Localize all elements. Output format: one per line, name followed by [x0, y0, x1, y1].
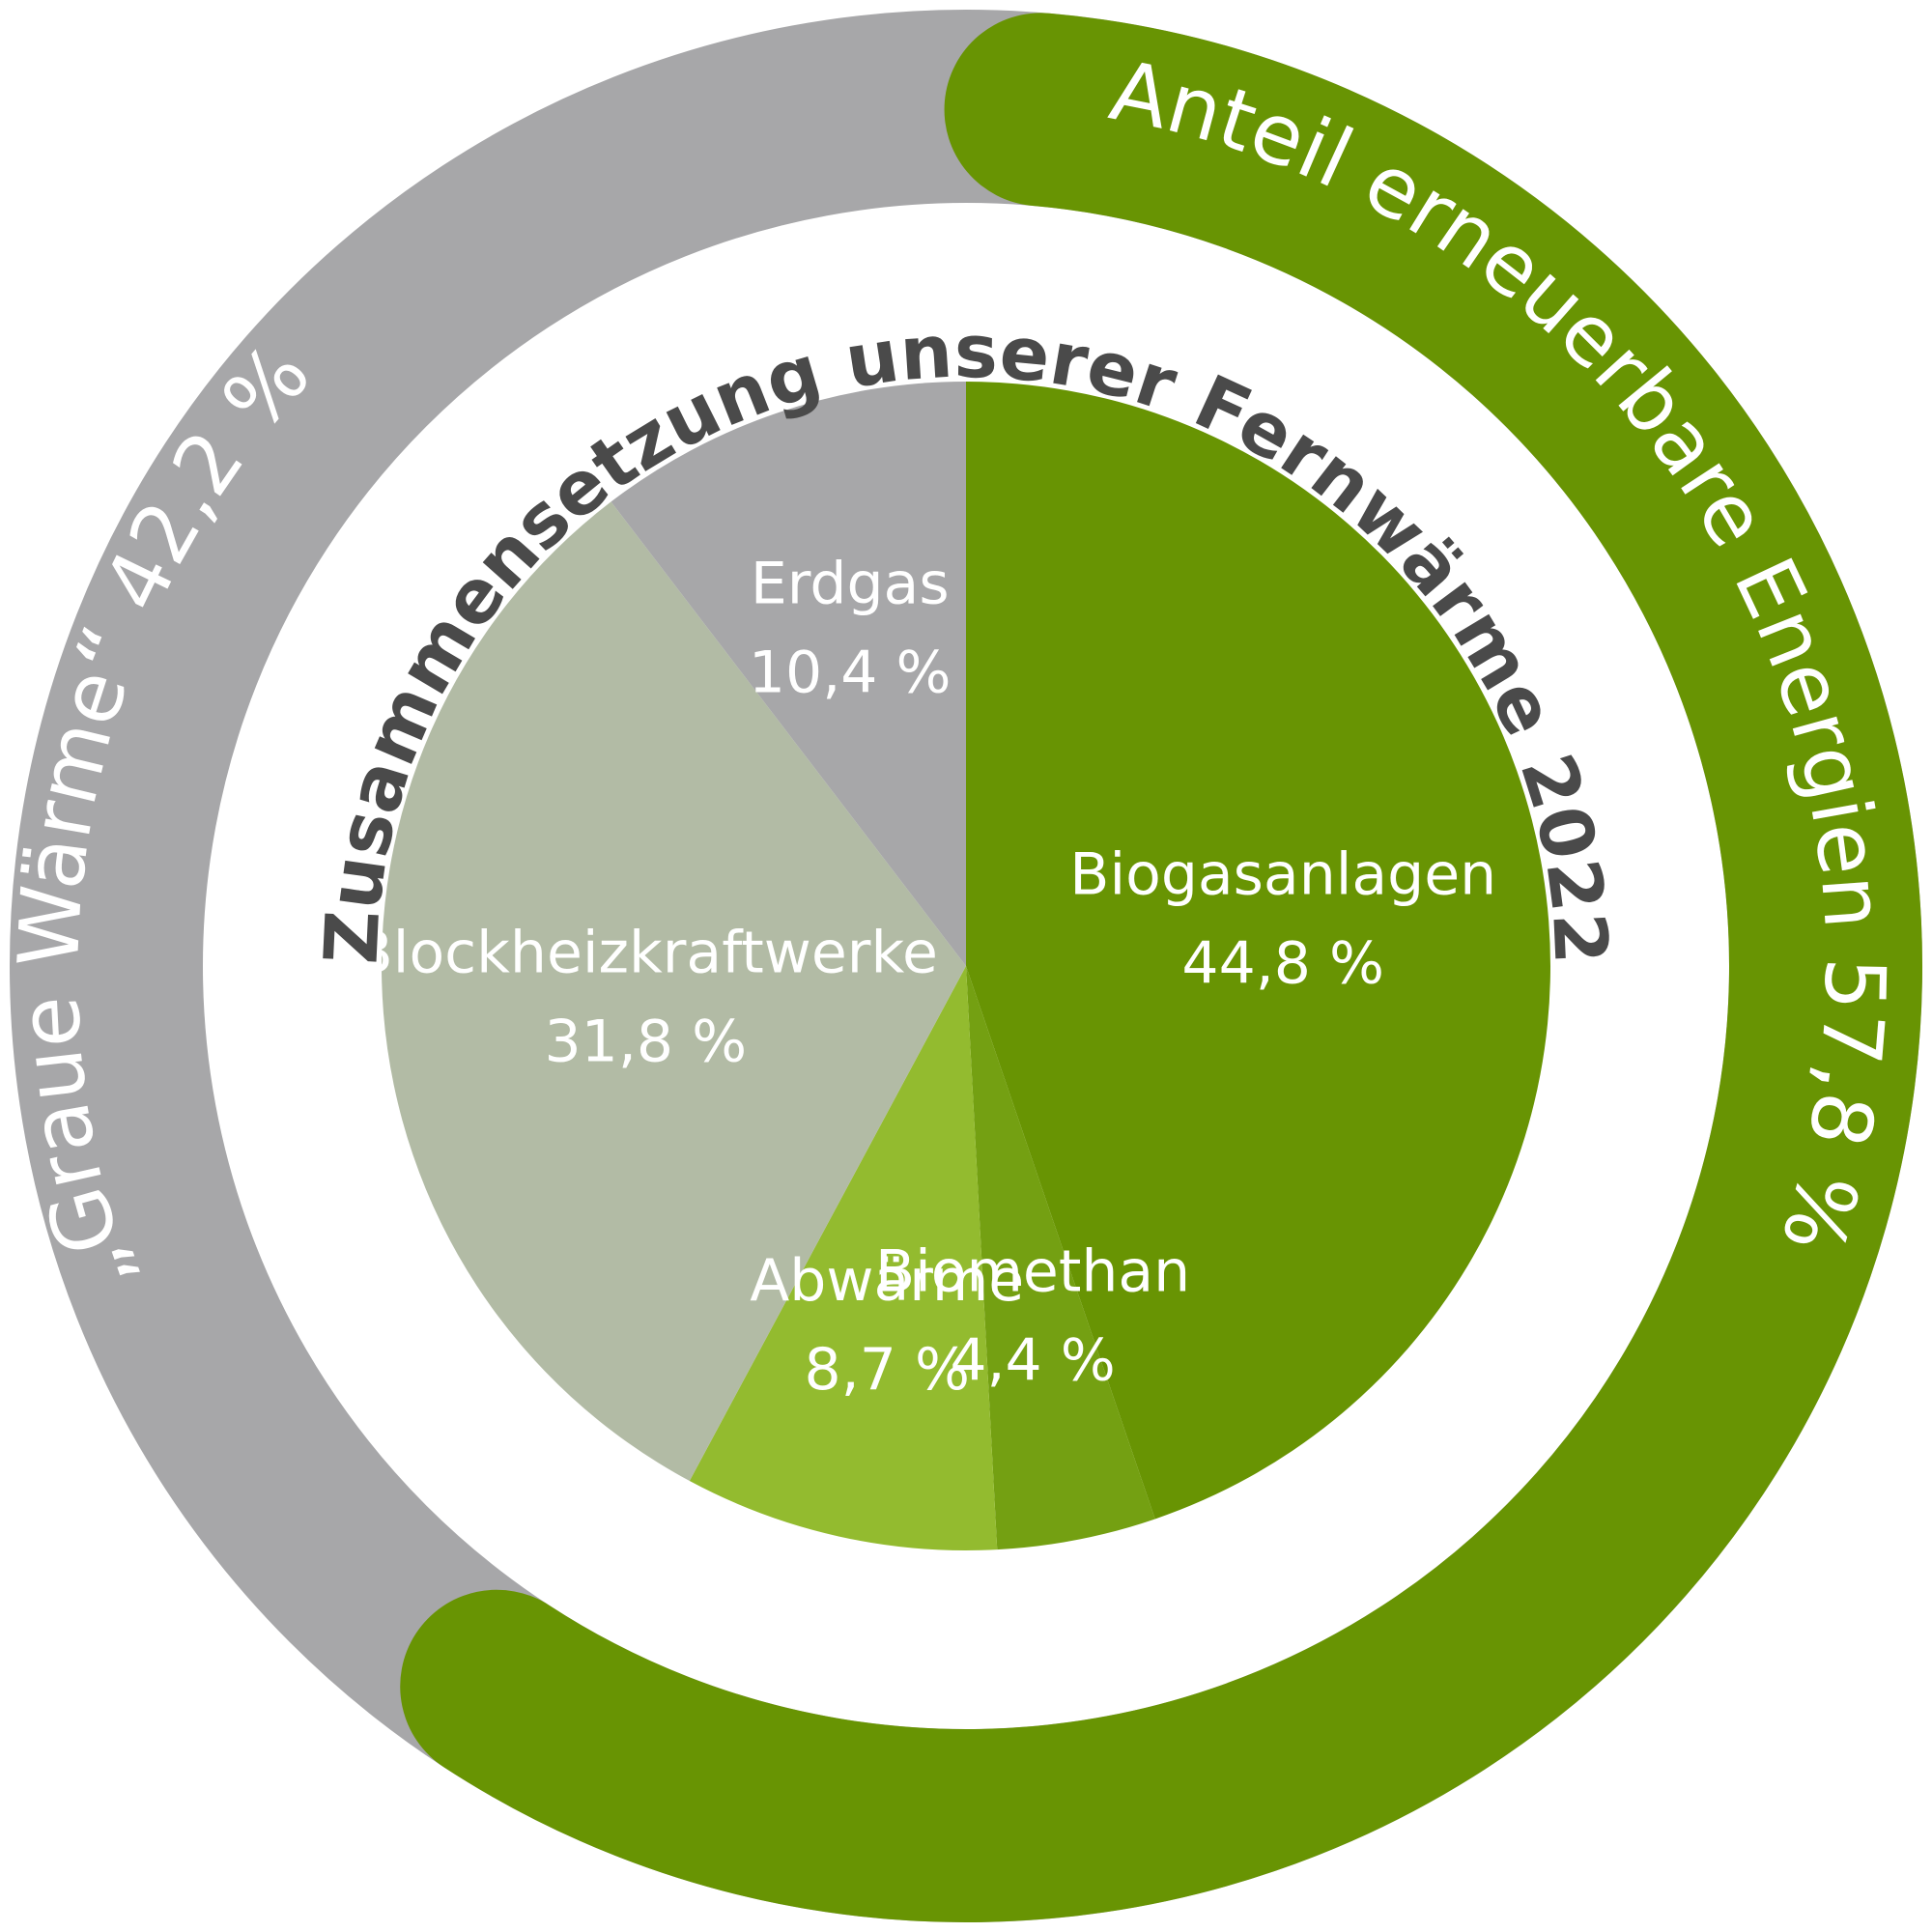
outer-ring [10, 10, 1922, 1922]
pie-slice-biogasanlagen [966, 382, 1550, 1520]
slice-value-biogasanlagen: 44,8 % [1181, 929, 1384, 997]
slice-value-biomethan: 4,4 % [950, 1326, 1116, 1394]
slice-label-biogasanlagen: Biogasanlagen [1069, 840, 1496, 908]
slice-labels: Biogasanlagen 44,8 % Biomethan 4,4 % Abwärme… [354, 551, 1497, 1404]
slice-label-erdgas: Erdgas [751, 551, 950, 618]
pie-slice-erdgas [611, 382, 966, 966]
pie [381, 382, 1550, 1551]
slice-value-blockheizkraftwerke: 31,8 % [544, 1009, 747, 1076]
ring-segment-renewable [400, 13, 1922, 1922]
slice-label-abwarme: Abwärme [750, 1247, 1024, 1315]
slice-value-abwarme: 8,7 % [804, 1336, 970, 1404]
pie-slice-biomethan [966, 966, 1155, 1550]
slice-value-erdgas: 10,4 % [749, 639, 952, 707]
pie-slice-abwarme [689, 966, 998, 1551]
slice-label-biomethan: Biomethan [875, 1237, 1190, 1305]
slice-label-blockheizkraftwerke: Blockheizkraftwerke [354, 920, 938, 987]
pie-slice-blockheizkraftwerke [381, 501, 966, 1482]
